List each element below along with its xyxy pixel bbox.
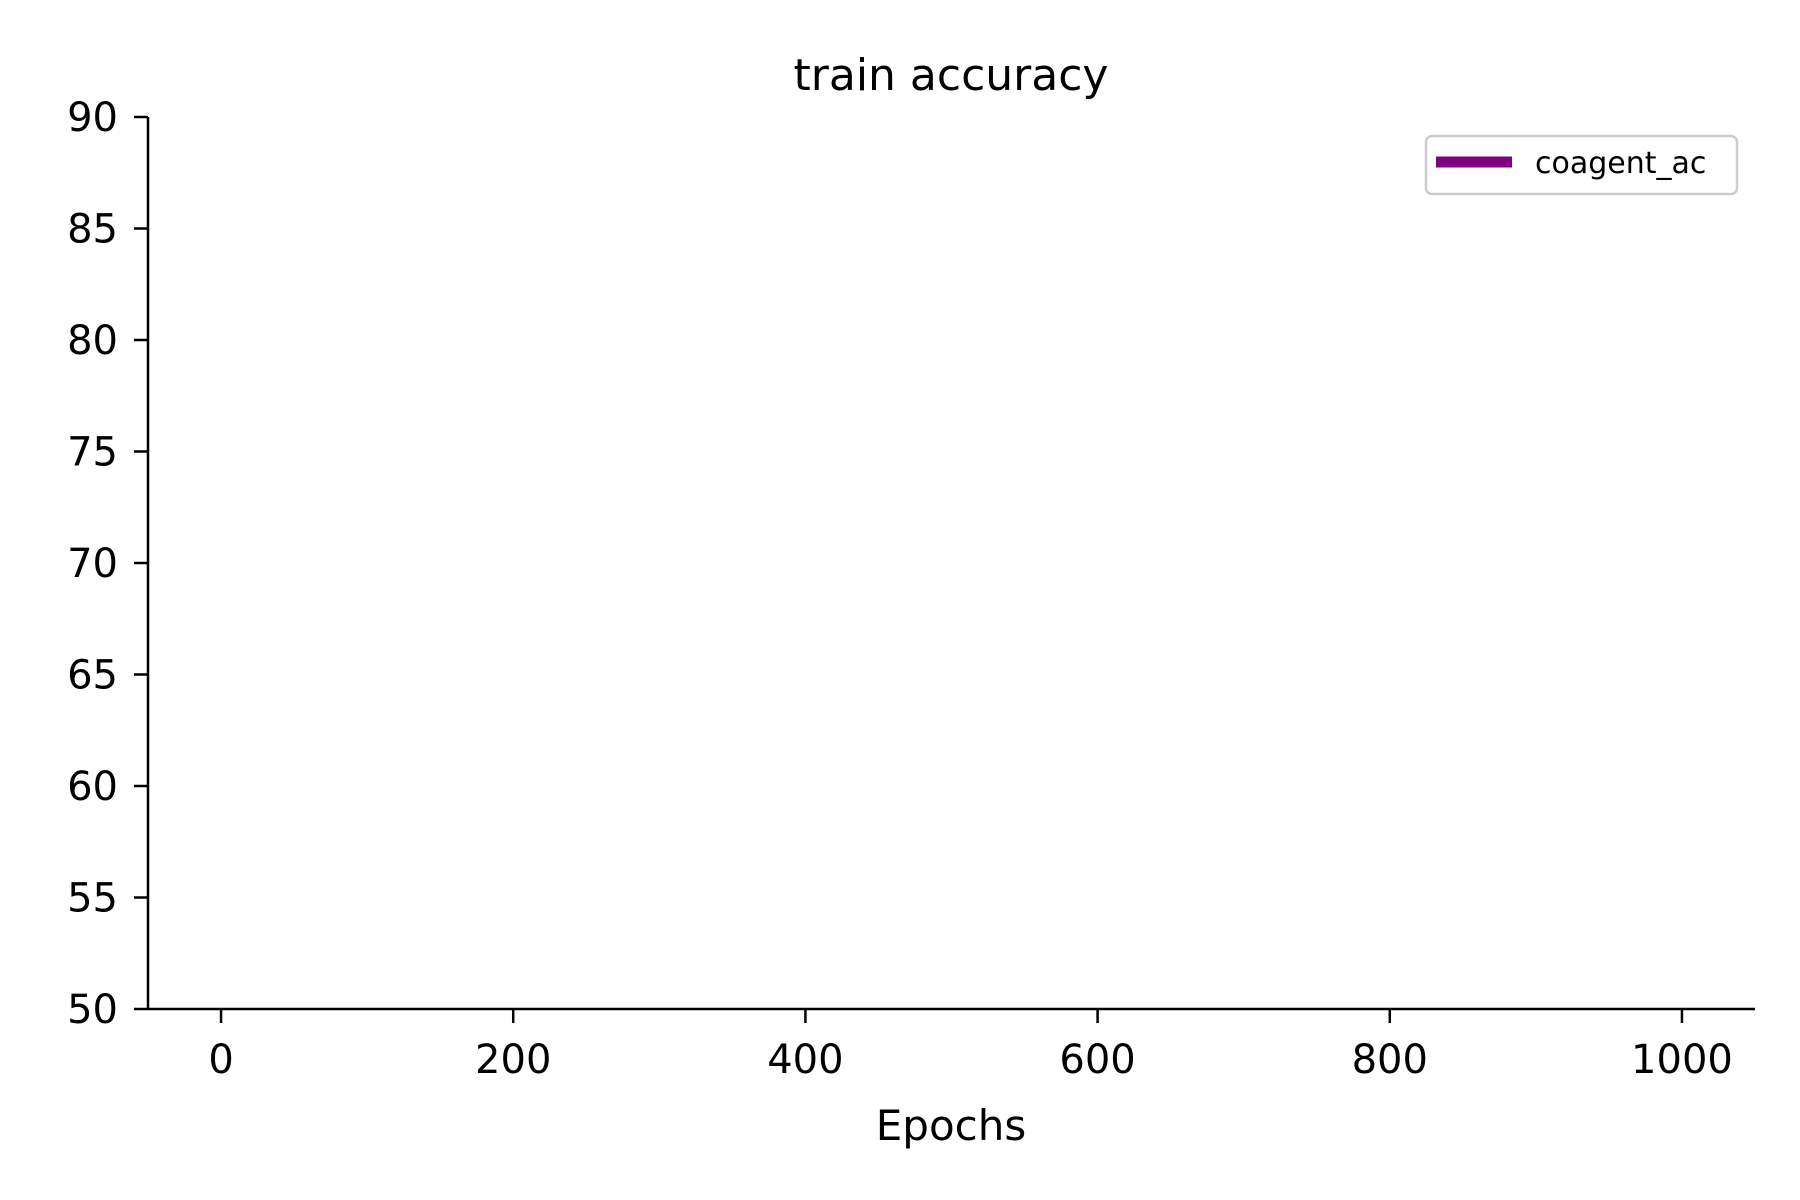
x-tick-label: 0: [208, 1037, 233, 1083]
y-tick-label: 65: [67, 653, 118, 699]
y-tick-label: 80: [67, 318, 118, 364]
x-tick-label: 1000: [1631, 1037, 1733, 1083]
y-tick-label: 50: [67, 987, 118, 1033]
chart-title: train accuracy: [794, 50, 1109, 101]
x-tick-label: 600: [1059, 1037, 1135, 1083]
legend: coagent_ac: [1424, 134, 1739, 196]
y-tick-label: 70: [67, 541, 118, 587]
y-tick-label: 60: [67, 764, 118, 810]
legend-label-coagent-ac: coagent_ac: [1535, 146, 1706, 181]
x-tick-label: 400: [767, 1037, 843, 1083]
y-axis-ticks: 50 55 60 65 70 75 80 85 90: [67, 95, 148, 1033]
y-tick-label: 55: [67, 876, 118, 922]
x-axis-label: Epochs: [876, 1101, 1027, 1150]
y-tick-label: 85: [67, 207, 118, 253]
x-axis-ticks: 0 200 400 600 800 1000: [208, 1009, 1733, 1083]
legend-box: [1424, 134, 1739, 196]
x-tick-label: 200: [475, 1037, 551, 1083]
y-tick-label: 75: [67, 430, 118, 476]
x-tick-label: 800: [1352, 1037, 1428, 1083]
y-tick-label: 90: [67, 95, 118, 141]
